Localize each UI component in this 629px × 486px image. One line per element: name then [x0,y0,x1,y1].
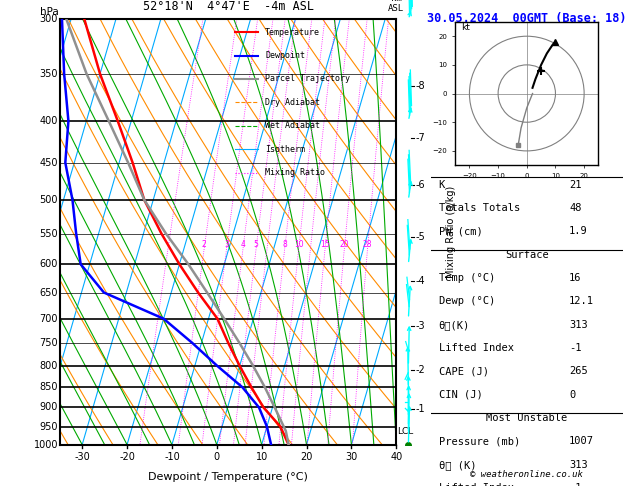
Text: 20: 20 [340,240,349,249]
Text: -1: -1 [569,483,581,486]
Text: 10: 10 [255,452,268,462]
Text: Isotherm: Isotherm [265,145,305,154]
Text: 0: 0 [569,390,576,400]
Text: Parcel Trajectory: Parcel Trajectory [265,74,350,84]
Text: 265: 265 [569,366,587,377]
Text: 500: 500 [40,195,58,205]
Text: hPa: hPa [40,7,58,17]
Text: 650: 650 [40,288,58,297]
Text: 350: 350 [40,69,58,79]
Text: -20: -20 [119,452,135,462]
Text: 5: 5 [253,240,259,249]
Text: Mixing Ratio: Mixing Ratio [265,168,325,177]
Text: 950: 950 [40,421,58,432]
Text: km
ASL: km ASL [388,0,404,13]
Text: 16: 16 [569,273,581,283]
Text: Dewp (°C): Dewp (°C) [438,296,495,307]
Text: Mixing Ratio (g/kg): Mixing Ratio (g/kg) [446,186,456,278]
Text: PW (cm): PW (cm) [438,226,482,237]
Text: -3: -3 [415,321,425,331]
Text: 313: 313 [569,320,587,330]
Text: 10: 10 [294,240,303,249]
Text: kt: kt [461,23,470,33]
Text: Temperature: Temperature [265,28,320,37]
Text: 30: 30 [345,452,357,462]
Text: 700: 700 [40,313,58,324]
Text: 1000: 1000 [33,440,58,450]
Text: -7: -7 [415,133,425,143]
Text: Pressure (mb): Pressure (mb) [438,436,520,447]
Text: Wet Adiabat: Wet Adiabat [265,121,320,130]
Text: Lifted Index: Lifted Index [438,343,513,353]
Text: 40: 40 [390,452,403,462]
Text: 450: 450 [40,157,58,168]
Text: Lifted Index: Lifted Index [438,483,513,486]
Text: Dewpoint: Dewpoint [265,51,305,60]
Text: 900: 900 [40,402,58,413]
Text: 300: 300 [40,15,58,24]
Text: -30: -30 [74,452,90,462]
Text: 21: 21 [569,180,581,190]
Text: 48: 48 [569,203,581,213]
Text: CAPE (J): CAPE (J) [438,366,489,377]
Text: Dewpoint / Temperature (°C): Dewpoint / Temperature (°C) [148,472,308,482]
Text: -2: -2 [415,365,425,375]
Text: -1: -1 [415,404,425,415]
Text: © weatheronline.co.uk: © weatheronline.co.uk [470,469,583,479]
Text: 400: 400 [40,116,58,126]
Text: θᴄ(K): θᴄ(K) [438,320,470,330]
Text: 550: 550 [40,228,58,239]
Text: Temp (°C): Temp (°C) [438,273,495,283]
Text: 3: 3 [224,240,229,249]
Text: Dry Adiabat: Dry Adiabat [265,98,320,107]
Text: 750: 750 [40,338,58,348]
Text: LCL: LCL [397,427,413,435]
Text: 0: 0 [214,452,220,462]
Text: -5: -5 [415,232,425,242]
Text: -10: -10 [164,452,180,462]
Text: 30.05.2024  00GMT (Base: 18): 30.05.2024 00GMT (Base: 18) [427,12,626,25]
Text: -1: -1 [569,343,581,353]
Text: Totals Totals: Totals Totals [438,203,520,213]
Text: 52°18'N  4°47'E  -4m ASL: 52°18'N 4°47'E -4m ASL [143,0,313,13]
Text: 2: 2 [202,240,206,249]
Text: 1.9: 1.9 [569,226,587,237]
Text: Most Unstable: Most Unstable [486,413,567,423]
Text: 12.1: 12.1 [569,296,594,307]
Text: 4: 4 [240,240,245,249]
Text: K: K [438,180,445,190]
Text: 20: 20 [300,452,313,462]
Text: CIN (J): CIN (J) [438,390,482,400]
Text: -8: -8 [415,81,425,91]
Text: 8: 8 [282,240,287,249]
Text: 1007: 1007 [569,436,594,447]
Text: 600: 600 [40,259,58,269]
Text: -6: -6 [415,180,425,191]
Text: 313: 313 [569,460,587,470]
Text: 15: 15 [320,240,330,249]
Text: 850: 850 [40,382,58,392]
Text: -4: -4 [415,277,425,286]
Text: θᴄ (K): θᴄ (K) [438,460,476,470]
Text: Surface: Surface [505,250,548,260]
Text: 800: 800 [40,361,58,371]
Text: 28: 28 [363,240,372,249]
